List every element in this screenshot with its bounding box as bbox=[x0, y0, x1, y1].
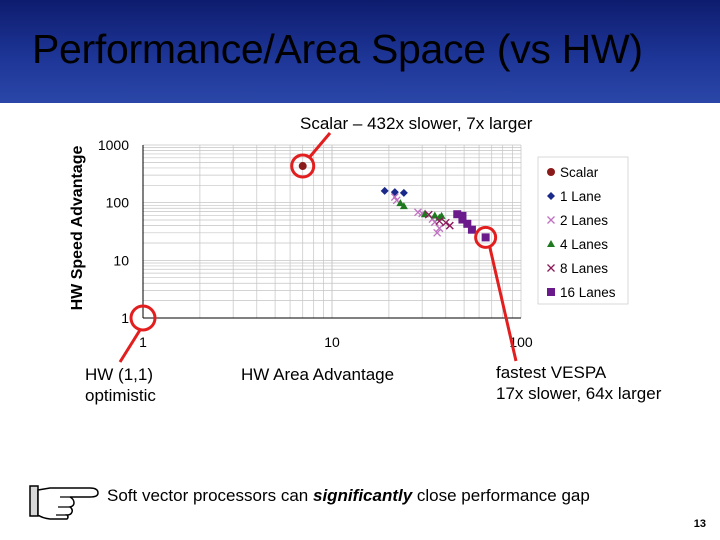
legend-label-2-lanes: 2 Lanes bbox=[560, 213, 608, 228]
x-tick-label: 10 bbox=[324, 334, 340, 350]
data-point-16-lanes bbox=[467, 225, 476, 234]
page-number: 13 bbox=[693, 518, 706, 530]
data-point-8-lanes bbox=[435, 217, 444, 226]
note-text-after: close performance gap bbox=[412, 486, 590, 505]
x-tick-label: 1 bbox=[139, 334, 147, 350]
legend-label-1-lane: 1 Lane bbox=[560, 189, 601, 204]
data-point-8-lanes bbox=[441, 218, 450, 227]
fastest-vespa-highlight bbox=[474, 225, 498, 249]
hw-origin-highlight bbox=[129, 304, 157, 332]
scalar-annotation: Scalar – 432x slower, 7x larger bbox=[300, 114, 533, 133]
vespa-annotation-line1: fastest VESPA bbox=[496, 363, 607, 382]
y-tick-label: 1 bbox=[121, 310, 129, 326]
data-point-4-lanes bbox=[430, 211, 439, 219]
scalar-callout-line bbox=[308, 132, 332, 158]
legend-marker-8-lanes bbox=[547, 264, 555, 272]
hw-annotation-line1: HW (1,1) bbox=[85, 365, 153, 384]
slide-title: Performance/Area Space (vs HW) bbox=[32, 26, 643, 72]
legend-marker-16-lanes bbox=[547, 288, 555, 296]
data-point-16-lanes bbox=[453, 210, 462, 219]
data-point-2-lanes bbox=[435, 224, 444, 233]
data-point-1-lane bbox=[399, 188, 408, 197]
legend-label-8-lanes: 8 Lanes bbox=[560, 261, 608, 276]
data-point-1-lane bbox=[380, 186, 389, 195]
legend-label-scalar: Scalar bbox=[560, 165, 599, 180]
vespa-annotation-line2: 17x slower, 64x larger bbox=[496, 384, 662, 403]
legend-marker-2-lanes bbox=[547, 216, 555, 224]
note-text-before: Soft vector processors can bbox=[107, 486, 313, 505]
legend-box bbox=[537, 156, 629, 305]
legend-label-16-lanes: 16 Lanes bbox=[560, 285, 616, 300]
data-point-4-lanes bbox=[437, 211, 446, 219]
x-tick-label: 100 bbox=[509, 334, 533, 350]
vespa-annotation: fastest VESPA 17x slower, 64x larger bbox=[496, 362, 661, 404]
title-bar: Performance/Area Space (vs HW) bbox=[0, 0, 720, 103]
y-tick-label: 1000 bbox=[98, 137, 129, 153]
data-point-16-lanes bbox=[458, 215, 467, 224]
data-point-8-lanes bbox=[424, 210, 433, 219]
y-tick-label: 100 bbox=[106, 195, 130, 211]
data-point-scalar bbox=[298, 162, 307, 171]
legend-marker-1-lane bbox=[547, 192, 555, 200]
vespa-callout-line bbox=[488, 246, 518, 362]
hw-annotation: HW (1,1) optimistic bbox=[85, 364, 156, 406]
data-point-4-lanes bbox=[420, 210, 429, 218]
data-point-2-lanes bbox=[433, 228, 442, 237]
data-point-4-lanes bbox=[399, 202, 408, 210]
data-point-16-lanes bbox=[481, 233, 490, 242]
y-tick-label: 10 bbox=[113, 252, 129, 268]
note-emphasis: significantly bbox=[312, 486, 413, 505]
data-point-16-lanes bbox=[463, 219, 472, 228]
scalar-highlight bbox=[290, 153, 316, 179]
conclusion-note: Soft vector processors can significantly… bbox=[107, 486, 590, 506]
legend-label-4-lanes: 4 Lanes bbox=[560, 237, 608, 252]
legend-marker-4-lanes bbox=[547, 240, 555, 247]
hw-annotation-line2: optimistic bbox=[85, 386, 156, 405]
data-point-8-lanes bbox=[445, 221, 454, 230]
hw-callout-line bbox=[118, 329, 142, 363]
pointing-hand-icon bbox=[29, 485, 99, 520]
data-point-4-lanes bbox=[396, 199, 405, 207]
legend-marker-scalar bbox=[547, 168, 555, 176]
x-axis-label: HW Area Advantage bbox=[241, 365, 395, 384]
